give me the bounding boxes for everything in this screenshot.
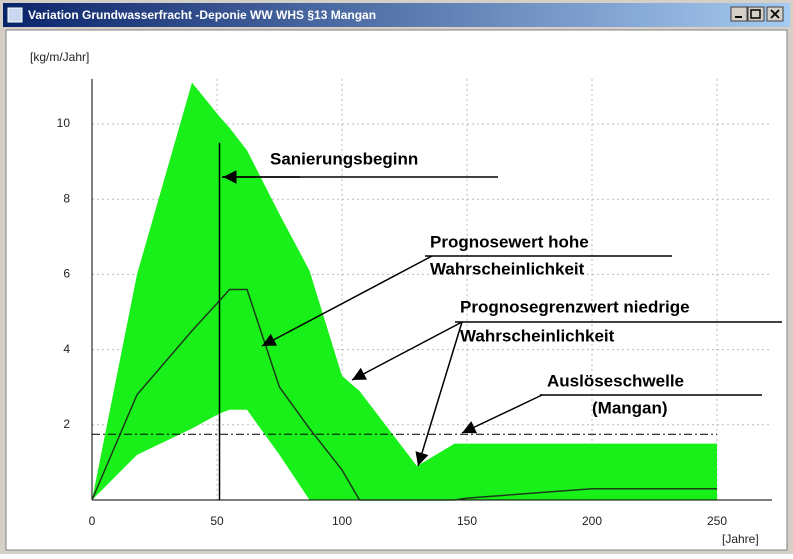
x-tick-label: 100	[332, 514, 352, 528]
x-tick-label: 50	[210, 514, 224, 528]
y-tick-label: 2	[63, 417, 70, 431]
arrow	[461, 394, 543, 434]
x-tick-label: 0	[89, 514, 96, 528]
y-tick-label: 8	[63, 191, 70, 205]
annotation: Wahrscheinlichkeit	[430, 259, 585, 278]
band-area	[92, 82, 717, 500]
annotation: Wahrscheinlichkeit	[460, 326, 615, 345]
annotation: Sanierungsbeginn	[270, 149, 418, 168]
window-title: Variation Grundwasserfracht -Deponie WW …	[28, 8, 376, 22]
prognosis-line	[91, 288, 717, 501]
x-axis-label: [Jahre]	[722, 532, 759, 546]
x-tick-label: 150	[457, 514, 477, 528]
arrow	[261, 255, 433, 347]
y-tick-label: 4	[63, 342, 70, 356]
window-buttons[interactable]	[730, 6, 784, 22]
x-tick-label: 200	[582, 514, 602, 528]
annotation: Auslöseschwelle	[547, 371, 684, 390]
y-tick-label: 10	[57, 116, 71, 130]
arrow	[415, 321, 463, 467]
annotation: Prognosegrenzwert niedrige	[460, 297, 690, 316]
title-bar	[3, 3, 790, 27]
y-axis-label: [kg/m/Jahr]	[30, 50, 89, 64]
annotation: (Mangan)	[592, 398, 668, 417]
window-icon	[7, 7, 23, 23]
annotation: Prognosewert hohe	[430, 232, 589, 251]
x-tick-label: 250	[707, 514, 727, 528]
y-tick-label: 6	[63, 267, 70, 281]
minimize-button[interactable]	[730, 6, 748, 22]
arrow	[351, 321, 463, 381]
